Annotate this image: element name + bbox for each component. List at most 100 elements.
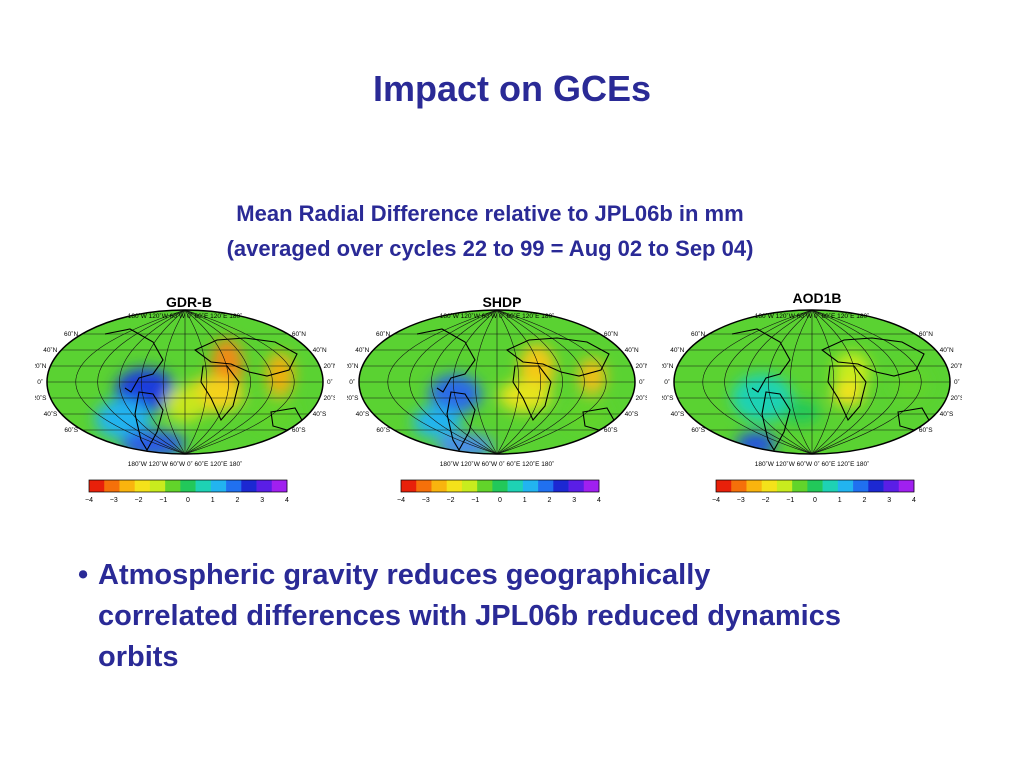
latitude-label: 20˚S bbox=[35, 394, 47, 402]
colorbar-swatch bbox=[853, 480, 869, 492]
global-map: 180˚W 120˚W 60˚W 0˚ 60˚E 120˚E 180˚ 180˚W… bbox=[659, 309, 965, 504]
global-map: 180˚W 120˚W 60˚W 0˚ 60˚E 120˚E 180˚ 180˚W… bbox=[344, 309, 650, 504]
colorbar-tick-label: −1 bbox=[159, 497, 167, 504]
colorbar-swatch bbox=[241, 480, 257, 492]
colorbar-swatch bbox=[868, 480, 884, 492]
latitude-label: 40˚N bbox=[313, 346, 327, 354]
colorbar-tick-label: −4 bbox=[712, 497, 720, 504]
map-panel-shdp: SHDP 180˚W 120˚W 60˚W 0˚ 60˚E 120˚E 180˚… bbox=[344, 294, 650, 514]
colorbar-tick-label: 4 bbox=[597, 497, 601, 504]
map-outline bbox=[46, 309, 324, 455]
colorbar-tick-label: 0 bbox=[813, 497, 817, 504]
latitude-label: 0˚ bbox=[954, 378, 960, 386]
latitude-label: 20˚S bbox=[636, 394, 647, 402]
colorbar-tick-label: 4 bbox=[912, 497, 916, 504]
colorbar-tick-label: 2 bbox=[863, 497, 867, 504]
latitude-label: 60˚S bbox=[604, 426, 618, 434]
latitude-label: 40˚N bbox=[355, 346, 369, 354]
colorbar: −4 −3 −2 −1 0 1 2 3 4 bbox=[712, 479, 916, 504]
colorbar-swatch bbox=[149, 480, 166, 492]
colorbar-tick-label: −3 bbox=[110, 497, 118, 504]
colorbar-swatch bbox=[807, 480, 823, 492]
colorbar-swatch bbox=[226, 480, 242, 492]
colorbar-tick-label: 0 bbox=[186, 497, 190, 504]
latitude-label: 40˚S bbox=[356, 410, 370, 418]
colorbar-swatch bbox=[553, 480, 569, 492]
latitude-label: 40˚N bbox=[625, 346, 639, 354]
latitude-label: 20˚S bbox=[662, 394, 674, 402]
colorbar-tick-label: −3 bbox=[737, 497, 745, 504]
colorbar-swatch bbox=[522, 480, 539, 492]
latitude-label: 40˚N bbox=[670, 346, 684, 354]
colorbar-swatch bbox=[446, 480, 463, 492]
latitude-label: 60˚N bbox=[64, 330, 78, 338]
colorbar-swatch bbox=[538, 480, 554, 492]
colorbar-swatch bbox=[210, 480, 227, 492]
latitude-label: 60˚N bbox=[376, 330, 390, 338]
latitude-label: 60˚S bbox=[376, 426, 390, 434]
longitude-labels-bottom: 180˚W 120˚W 60˚W 0˚ 60˚E 120˚E 180˚ bbox=[755, 460, 870, 468]
colorbar-swatch bbox=[401, 480, 417, 492]
colorbar-swatch bbox=[477, 480, 493, 492]
latitude-label: 20˚N bbox=[324, 362, 335, 370]
colorbar-swatch bbox=[416, 480, 432, 492]
latitude-label: 60˚S bbox=[64, 426, 78, 434]
latitude-label: 0˚ bbox=[664, 378, 670, 386]
latitude-label: 40˚S bbox=[313, 410, 327, 418]
map-panel-gdr-b: GDR-B 180˚W 120˚W 60˚W 0˚ 60˚E 120˚E 180… bbox=[32, 294, 338, 514]
latitude-label: 20˚S bbox=[324, 394, 335, 402]
panel-label: GDR-B bbox=[166, 294, 212, 310]
colorbar-swatch bbox=[89, 480, 105, 492]
colorbar-tick-label: −4 bbox=[397, 497, 405, 504]
colorbar-swatch bbox=[104, 480, 120, 492]
colorbar-tick-label: 4 bbox=[285, 497, 289, 504]
colorbar-swatch bbox=[761, 480, 778, 492]
chart-subtitle-line2: (averaged over cycles 22 to 99 = Aug 02 … bbox=[226, 236, 754, 261]
latitude-label: 20˚N bbox=[951, 362, 962, 370]
colorbar-swatch bbox=[746, 480, 762, 492]
longitude-labels-top: 180˚W 120˚W 60˚W 0˚ 60˚E 120˚E 180˚ bbox=[440, 312, 555, 320]
colorbar-swatch bbox=[583, 480, 600, 492]
colorbar-swatch bbox=[134, 480, 151, 492]
colorbar-swatch bbox=[568, 480, 585, 492]
colorbar-tick-label: −1 bbox=[786, 497, 794, 504]
chart-subtitle-line1: Mean Radial Difference relative to JPL06… bbox=[236, 201, 744, 226]
colorbar-tick-label: 1 bbox=[838, 497, 842, 504]
colorbar-swatch bbox=[837, 480, 854, 492]
latitude-label: 20˚N bbox=[35, 362, 47, 370]
latitude-label: 60˚S bbox=[691, 426, 705, 434]
global-map: 180˚W 120˚W 60˚W 0˚ 60˚E 120˚E 180˚ 180˚W… bbox=[32, 309, 338, 504]
map-panel-aod1b: AOD1B 180˚W 120˚W 60˚W 0˚ 60˚E 120˚E 180… bbox=[659, 290, 965, 514]
longitude-labels-top: 180˚W 120˚W 60˚W 0˚ 60˚E 120˚E 180˚ bbox=[755, 312, 870, 320]
colorbar-swatch bbox=[883, 480, 900, 492]
latitude-label: 0˚ bbox=[349, 378, 355, 386]
panel-label: SHDP bbox=[482, 294, 522, 310]
colorbar-swatch bbox=[898, 480, 915, 492]
colorbar-swatch bbox=[180, 480, 196, 492]
longitude-labels-bottom: 180˚W 120˚W 60˚W 0˚ 60˚E 120˚E 180˚ bbox=[440, 460, 555, 468]
colorbar: −4 −3 −2 −1 0 1 2 3 4 bbox=[85, 479, 289, 504]
latitude-label: 60˚N bbox=[292, 330, 306, 338]
colorbar-tick-label: −2 bbox=[762, 497, 770, 504]
colorbar-tick-label: 2 bbox=[236, 497, 240, 504]
latitude-label: 60˚S bbox=[292, 426, 306, 434]
latitude-label: 20˚S bbox=[951, 394, 962, 402]
latitude-label: 60˚S bbox=[919, 426, 933, 434]
colorbar-tick-label: −2 bbox=[447, 497, 455, 504]
colorbar-tick-label: 0 bbox=[498, 497, 502, 504]
colorbar-swatch bbox=[792, 480, 808, 492]
latitude-label: 20˚N bbox=[636, 362, 647, 370]
latitude-label: 0˚ bbox=[327, 378, 333, 386]
map-outline bbox=[673, 309, 951, 455]
latitude-label: 60˚N bbox=[604, 330, 618, 338]
colorbar-tick-label: 3 bbox=[887, 497, 891, 504]
colorbar-tick-label: 1 bbox=[211, 497, 215, 504]
latitude-label: 60˚N bbox=[691, 330, 705, 338]
colorbar-swatch bbox=[776, 480, 793, 492]
colorbar-swatch bbox=[119, 480, 135, 492]
latitude-label: 20˚S bbox=[347, 394, 359, 402]
colorbar-swatch bbox=[716, 480, 732, 492]
bullet-text: Atmospheric gravity reduces geographical… bbox=[98, 559, 841, 673]
colorbar-tick-label: −1 bbox=[471, 497, 479, 504]
latitude-label: 20˚N bbox=[347, 362, 359, 370]
